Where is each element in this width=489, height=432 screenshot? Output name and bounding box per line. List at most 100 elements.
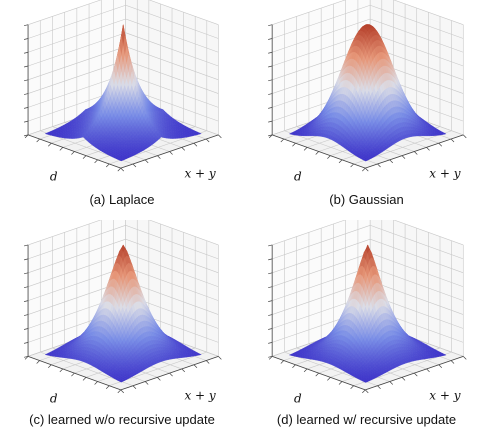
y-tick xyxy=(463,134,467,139)
y-tick xyxy=(414,151,418,155)
x-axis-line xyxy=(272,134,366,169)
z-tick xyxy=(23,134,29,137)
grid-line xyxy=(125,238,219,274)
x-tick xyxy=(71,151,75,155)
z-tick xyxy=(23,107,29,109)
y-tick xyxy=(365,167,369,172)
y-tick xyxy=(120,167,125,172)
grid-line xyxy=(27,220,102,246)
grid-line xyxy=(27,252,126,288)
z-tick xyxy=(268,51,273,54)
y-tick xyxy=(450,138,455,143)
y-axis-label: x + y xyxy=(184,167,215,181)
z-tick xyxy=(23,51,29,54)
y-tick xyxy=(438,142,443,147)
grid-line xyxy=(272,4,371,39)
surface-plot-a: d x + y xyxy=(23,0,222,184)
grid-line xyxy=(125,252,219,288)
y-tick xyxy=(181,147,186,151)
x-tick xyxy=(82,155,87,159)
grid-line xyxy=(27,238,126,274)
y-tick xyxy=(389,159,394,164)
grid-line xyxy=(27,4,126,39)
grid-line xyxy=(125,18,219,53)
grid-line xyxy=(125,4,219,39)
y-tick xyxy=(169,151,173,155)
x-tick xyxy=(24,134,29,139)
y-tick xyxy=(218,134,222,139)
x-tick xyxy=(292,142,296,147)
x-tick xyxy=(36,138,40,143)
x-tick xyxy=(315,151,319,155)
y-tick xyxy=(144,159,149,164)
grid-line xyxy=(27,0,102,25)
caption-a: (a) Laplace xyxy=(89,192,155,207)
grid-line xyxy=(125,46,219,81)
y-tick xyxy=(377,163,381,168)
z-tick xyxy=(268,134,273,137)
y-tick xyxy=(426,147,430,151)
x-tick xyxy=(350,163,354,168)
y-tick xyxy=(401,155,406,159)
grid-line xyxy=(27,18,126,53)
x-axis-label: d xyxy=(294,170,302,184)
grid-line xyxy=(272,0,346,25)
x-tick xyxy=(59,147,64,151)
grid-line xyxy=(125,32,219,67)
grid-line xyxy=(27,32,126,67)
x-tick xyxy=(280,138,285,143)
z-tick xyxy=(23,93,29,95)
x-tick xyxy=(303,147,308,151)
surface xyxy=(44,24,202,162)
z-tick xyxy=(23,120,29,123)
z-tick xyxy=(268,65,273,68)
x-tick xyxy=(105,163,110,168)
z-tick xyxy=(23,79,29,82)
grid-line xyxy=(148,220,219,246)
y-tick xyxy=(132,163,137,168)
z-tick xyxy=(268,79,273,82)
grid-line xyxy=(27,46,126,81)
x-axis-label: d xyxy=(50,170,58,184)
z-tick xyxy=(268,93,273,95)
y-tick xyxy=(157,155,161,159)
surface xyxy=(44,244,202,383)
caption-b: (b) Gaussian xyxy=(329,192,404,207)
grid-line xyxy=(370,32,464,67)
x-tick xyxy=(94,159,98,164)
surface-plot-b: d x + y xyxy=(268,0,467,184)
z-tick xyxy=(268,120,273,123)
axes xyxy=(268,24,467,172)
grid-line xyxy=(272,32,371,67)
z-tick xyxy=(268,38,273,40)
y-tick xyxy=(193,142,198,147)
x-tick xyxy=(338,159,343,164)
grid-line xyxy=(125,266,219,301)
grid-line xyxy=(27,224,126,260)
z-tick xyxy=(268,24,273,27)
x-tick xyxy=(47,142,52,147)
z-tick xyxy=(23,38,29,40)
z-tick xyxy=(23,24,29,27)
grid-line xyxy=(27,266,126,301)
z-tick xyxy=(23,65,29,68)
grid-line xyxy=(272,18,371,53)
grid-line xyxy=(370,18,464,53)
panel-a: d x + y xyxy=(0,0,244,190)
panel-b: d x + y xyxy=(244,0,489,190)
surface xyxy=(288,24,447,162)
y-tick xyxy=(205,138,210,143)
x-tick xyxy=(268,134,273,139)
x-tick xyxy=(327,155,331,159)
y-axis-label: x + y xyxy=(429,167,460,181)
z-tick xyxy=(268,107,273,109)
grid-line xyxy=(148,0,219,25)
surface-facet xyxy=(363,159,368,162)
x-tick xyxy=(362,167,366,172)
surface-facet xyxy=(119,159,124,162)
grid-line xyxy=(125,224,219,260)
grid-line xyxy=(370,4,464,39)
grid-line xyxy=(393,0,464,25)
